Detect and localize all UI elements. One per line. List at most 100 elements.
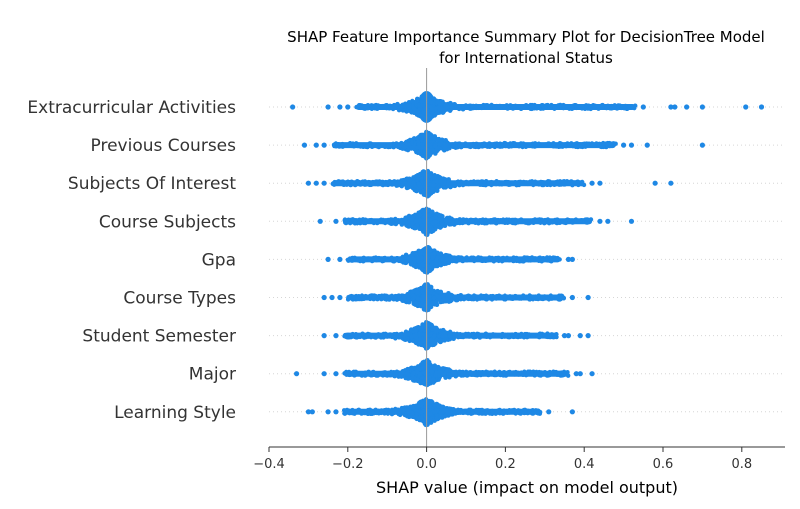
shap-point (410, 98, 415, 104)
shap-point (581, 182, 587, 188)
shap-point (380, 371, 385, 377)
shap-outlier-point (337, 104, 343, 110)
shap-point (547, 372, 552, 378)
shap-point (472, 372, 477, 377)
shap-point (405, 147, 411, 153)
shap-outlier-point (337, 256, 343, 262)
shap-outlier-point (577, 333, 583, 339)
shap-point (626, 105, 631, 111)
shap-point (553, 256, 559, 262)
shap-point (578, 144, 583, 149)
shap-point (377, 143, 383, 148)
shap-outlier-point (293, 371, 300, 377)
shap-point (351, 369, 357, 374)
shap-point (414, 188, 419, 194)
shap-outlier-point (585, 333, 591, 339)
shap-point (531, 219, 536, 224)
shap-point (523, 144, 529, 150)
shap-outlier-point (628, 218, 635, 224)
shap-point (355, 258, 361, 263)
shap-outlier-point (684, 104, 690, 110)
shap-point (438, 179, 444, 184)
shap-point (520, 144, 525, 150)
shap-point (570, 103, 576, 109)
shap-point (435, 255, 440, 260)
shap-outlier-point (672, 104, 678, 110)
shap-point (384, 105, 390, 110)
shap-point (426, 143, 432, 148)
shap-point (430, 377, 436, 383)
shap-point (415, 296, 420, 301)
feature-label: Course Subjects (99, 212, 236, 232)
shap-point (617, 103, 623, 108)
shap-point (395, 143, 401, 149)
shap-point (478, 143, 483, 148)
shap-point (395, 181, 401, 186)
shap-point (517, 296, 522, 301)
shap-point (389, 334, 394, 339)
shap-point (447, 294, 452, 299)
shap-point (369, 106, 375, 111)
shap-point (527, 142, 532, 148)
shap-point (601, 144, 606, 150)
shap-point (538, 220, 543, 225)
shap-outlier-point (585, 294, 591, 301)
shap-point (479, 258, 484, 263)
shap-point (499, 143, 504, 148)
shap-point (567, 181, 572, 186)
shap-point (401, 295, 407, 300)
chart-title-line-2: for International Status (439, 49, 613, 67)
shap-point (452, 180, 457, 186)
shap-point (427, 217, 432, 222)
shap-point (414, 289, 420, 295)
shap-point (451, 144, 456, 150)
shap-point (538, 296, 544, 301)
shap-point (375, 220, 380, 226)
shap-point (463, 103, 469, 108)
shap-point (492, 295, 498, 301)
feature-row-course-types: Course Types (123, 282, 785, 313)
shap-point (434, 211, 440, 217)
shap-point (471, 293, 477, 298)
shap-outlier-point (321, 294, 327, 301)
shap-outlier-point (605, 218, 611, 224)
shap-point (424, 307, 430, 312)
shap-point (507, 296, 512, 301)
shap-point (452, 295, 457, 300)
shap-point (412, 257, 417, 263)
feature-row-learning-style: Learning Style (114, 397, 785, 428)
shap-point (498, 296, 504, 301)
shap-point (382, 143, 387, 148)
shap-swarm-points (330, 168, 587, 199)
shap-outlier-point (333, 371, 339, 377)
shap-point (505, 180, 511, 185)
shap-point (559, 293, 565, 299)
shap-point (542, 105, 548, 110)
shap-point (437, 225, 443, 230)
shap-outlier-point (301, 142, 308, 148)
shap-point (457, 334, 462, 339)
shap-outlier-point (313, 142, 319, 148)
shap-point (386, 370, 391, 376)
shap-point (561, 219, 566, 225)
shap-point (457, 257, 463, 262)
shap-outlier-point (325, 104, 331, 110)
shap-point (363, 144, 369, 149)
shap-point (373, 255, 378, 260)
shap-point (435, 99, 440, 105)
shap-point (557, 220, 562, 226)
shap-point (429, 100, 435, 105)
shap-point (567, 217, 572, 223)
shap-point (561, 102, 566, 108)
shap-point (430, 227, 436, 233)
shap-point (448, 100, 453, 106)
shap-point (402, 217, 408, 223)
shap-point (340, 141, 345, 147)
shap-point (413, 300, 419, 306)
shap-point (345, 335, 351, 340)
shap-point (374, 372, 380, 377)
shap-outlier-point (577, 371, 583, 377)
shap-point (605, 103, 611, 108)
shap-point (502, 143, 508, 148)
